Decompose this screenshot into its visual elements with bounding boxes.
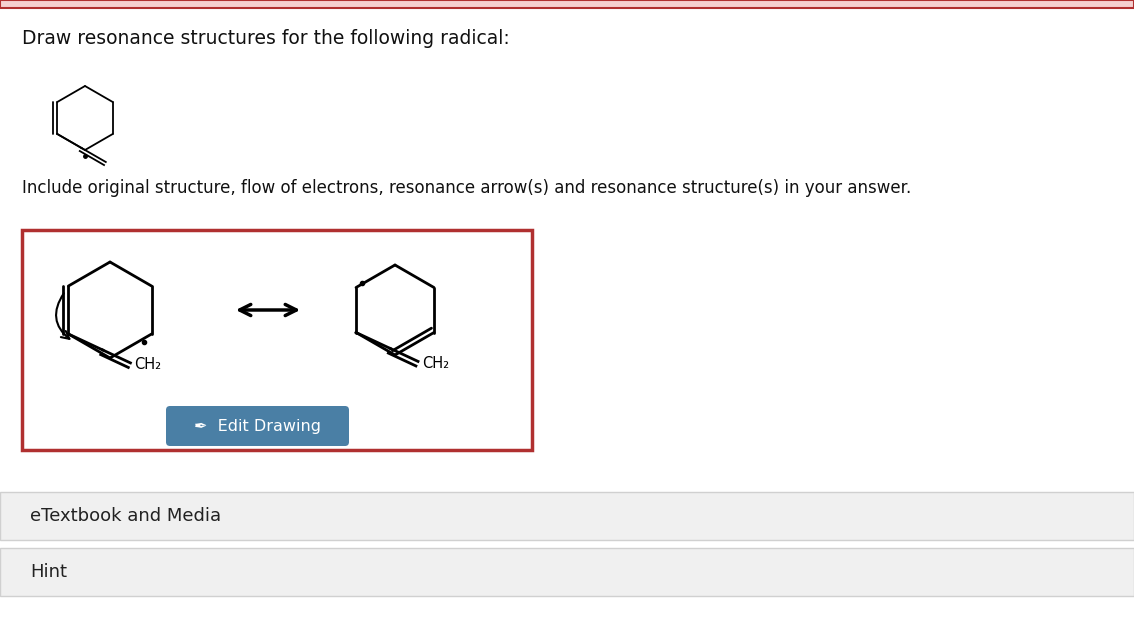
Text: Hint: Hint [29, 563, 67, 581]
Bar [0, 548, 1134, 596]
Text: CH₂: CH₂ [422, 356, 449, 371]
FancyArrowPatch shape [56, 294, 69, 339]
Bar [0, 492, 1134, 540]
Bar [0, 0, 1134, 8]
Text: Include original structure, flow of electrons, resonance arrow(s) and resonance : Include original structure, flow of elec… [22, 179, 912, 197]
Text: CH₂: CH₂ [135, 357, 161, 373]
FancyBboxPatch shape [166, 406, 349, 446]
Text: ✒  Edit Drawing: ✒ Edit Drawing [194, 418, 321, 433]
FancyBboxPatch shape [22, 230, 532, 450]
Text: Draw resonance structures for the following radical:: Draw resonance structures for the follow… [22, 28, 510, 48]
Text: eTextbook and Media: eTextbook and Media [29, 507, 221, 525]
